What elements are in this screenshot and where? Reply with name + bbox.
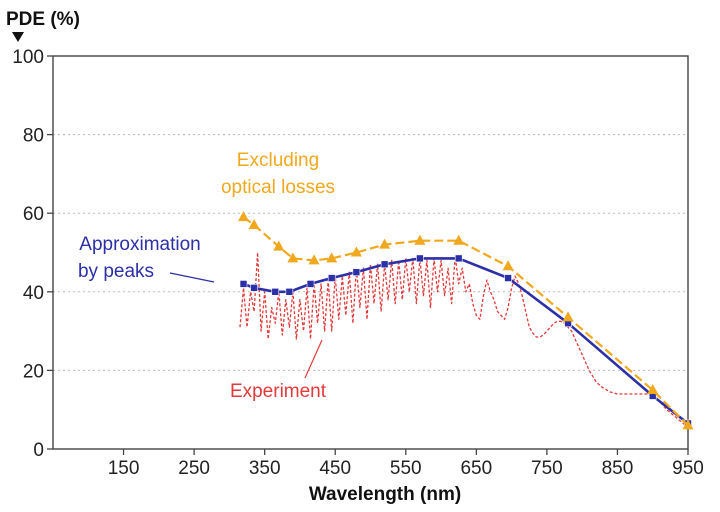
excluding-point	[414, 234, 426, 245]
excluding-point	[647, 384, 659, 395]
annotation-excluding-line1: Excluding	[237, 150, 319, 171]
x-axis-title: Wavelength (nm)	[309, 484, 461, 505]
y-axis-title: PDE (%)	[6, 9, 80, 30]
approximation-point	[239, 280, 248, 288]
x-tick-label: 350	[249, 458, 281, 479]
approximation-point	[416, 254, 424, 263]
x-tick-label: 250	[178, 458, 210, 479]
approximation-point	[380, 260, 389, 269]
excluding-point	[562, 311, 574, 322]
x-tick-label: 850	[602, 458, 634, 479]
excluding-point	[308, 254, 320, 265]
annotation-experiment-label: Experiment	[230, 381, 327, 402]
annotation-excluding: Excluding optical losses	[221, 150, 335, 198]
approximation-point	[327, 274, 336, 282]
excluding-point	[379, 238, 391, 249]
annotation-experiment-pointer	[304, 339, 323, 379]
x-tick-label: 950	[672, 458, 704, 479]
y-tick-label: 80	[23, 126, 44, 147]
x-tick-label: 550	[390, 458, 422, 479]
x-tick-label: 650	[460, 458, 492, 479]
approximation-point	[454, 254, 463, 263]
y-tick-label: 20	[23, 361, 44, 382]
excluding-point	[682, 419, 694, 430]
annotation-approximation: Approximation by peaks	[78, 234, 215, 283]
y-tick-label: 60	[23, 204, 44, 225]
excluding-point	[238, 211, 249, 222]
excluding-point	[453, 234, 465, 245]
annotation-approximation-line2: by peaks	[78, 261, 154, 282]
approximation-point	[306, 280, 315, 288]
x-ticks: 150 250 350 450 550 650 750 850 950	[108, 449, 704, 479]
annotation-approximation-pointer	[169, 272, 215, 283]
grid-lines	[53, 134, 688, 371]
series-excluding-line	[242, 216, 689, 427]
excluding-point	[273, 240, 285, 251]
approximation-point	[271, 287, 280, 296]
series-experiment-line	[239, 251, 689, 428]
approximation-point	[285, 287, 294, 296]
annotation-approximation-line1: Approximation	[79, 234, 200, 255]
y-tick-label: 40	[23, 283, 44, 304]
annotation-excluding-line2: optical losses	[221, 177, 335, 198]
x-tick-label: 150	[108, 458, 140, 479]
excluding-point	[287, 252, 299, 263]
annotation-experiment: Experiment	[230, 339, 327, 402]
y-tick-label: 0	[33, 440, 44, 461]
approximation-point	[352, 268, 361, 276]
plot-frame	[52, 55, 689, 450]
approximation-point	[504, 274, 512, 282]
excluding-point	[326, 252, 338, 263]
excluding-point	[350, 246, 362, 257]
y-tick-label: 100	[12, 47, 44, 68]
y-ticks: 0 20 40 60 80 100	[12, 47, 53, 461]
approximation-point	[250, 284, 258, 292]
y-axis-arrow-icon	[12, 32, 24, 42]
x-tick-label: 450	[319, 458, 351, 479]
excluding-point	[248, 218, 260, 229]
series	[238, 211, 694, 430]
excluding-point	[502, 260, 514, 271]
x-tick-label: 750	[531, 458, 563, 479]
